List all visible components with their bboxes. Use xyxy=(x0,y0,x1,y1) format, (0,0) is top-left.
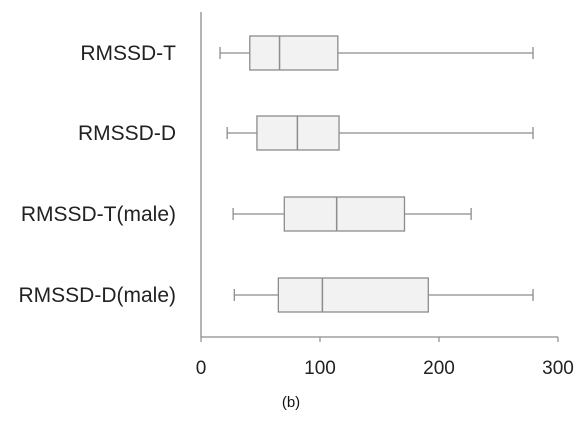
box-series xyxy=(219,35,534,313)
x-axis-ticks: 0 100 200 300 xyxy=(196,337,574,379)
category-label-1: RMSSD-D xyxy=(78,122,176,145)
box-group-2 xyxy=(232,196,472,232)
box-iqr-3 xyxy=(277,277,429,313)
x-tick-label-0: 0 xyxy=(196,358,207,379)
category-label-0: RMSSD-T xyxy=(80,42,176,65)
x-tick-label-1: 100 xyxy=(304,358,336,379)
box-group-0 xyxy=(219,35,534,71)
x-tick-label-2: 200 xyxy=(423,358,455,379)
axes xyxy=(200,12,558,338)
category-label-2: RMSSD-T(male) xyxy=(21,203,176,226)
box-group-3 xyxy=(233,277,534,313)
figure-caption: (b) xyxy=(281,394,301,411)
box-iqr-2 xyxy=(283,196,406,232)
box-iqr-0 xyxy=(249,35,339,71)
box-group-1 xyxy=(226,115,534,151)
x-tick-label-3: 300 xyxy=(542,358,574,379)
category-labels: RMSSD-T RMSSD-D RMSSD-T(male) RMSSD-D(male) xyxy=(19,42,177,307)
category-label-3: RMSSD-D(male) xyxy=(19,284,177,307)
